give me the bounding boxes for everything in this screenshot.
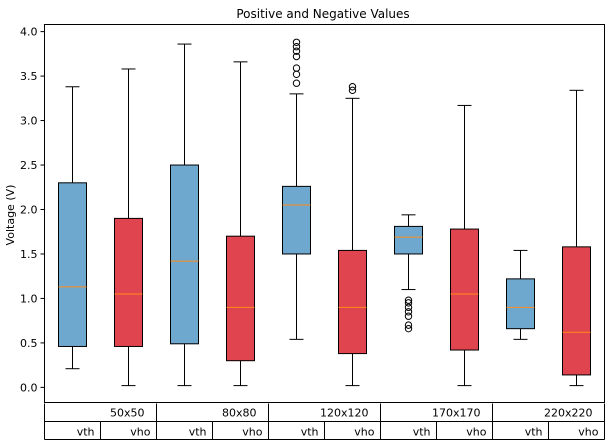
y-tick-label: 4.0 [20, 26, 38, 39]
subgroup-label: vho [578, 426, 598, 439]
box-120x120-vho [338, 83, 367, 387]
box-body [170, 164, 199, 345]
box-body [506, 278, 535, 330]
boxes-layer [58, 38, 591, 387]
box-50x50-vho [114, 68, 143, 387]
box-120x120-vth [282, 38, 311, 340]
outlier-point [292, 47, 301, 55]
group-label: 80x80 [222, 407, 257, 420]
outlier-point [404, 324, 413, 333]
outlier-point [348, 83, 357, 91]
outlier-point [292, 43, 301, 51]
subgroup-label: vth [525, 426, 543, 439]
subgroup-label: vho [242, 426, 262, 439]
outlier-point [404, 321, 413, 329]
group-label: 50x50 [110, 407, 145, 420]
box-body [58, 182, 87, 347]
subgroup-label: vth [413, 426, 431, 439]
outlier-point [292, 64, 301, 72]
y-tick-label: 3.5 [20, 70, 38, 83]
y-axis-label: Voltage (V) [4, 185, 17, 246]
y-tick-label: 3.0 [20, 115, 38, 128]
outlier-point [348, 86, 357, 95]
outlier-point [404, 303, 413, 312]
subgroup-label: vth [301, 426, 319, 439]
chart-title: Positive and Negative Values [236, 7, 409, 21]
group-label: 170x170 [432, 407, 481, 420]
box-80x80-vho [226, 61, 255, 387]
box-170x170-vth [394, 214, 423, 333]
outlier-point [292, 79, 301, 87]
box-body [394, 225, 423, 255]
subgroup-label: vth [77, 426, 95, 439]
box-body [282, 185, 311, 255]
group-label: 120x120 [320, 407, 369, 420]
outlier-point [292, 38, 301, 46]
plot-frame [44, 24, 605, 403]
box-80x80-vth [170, 43, 199, 387]
box-body [338, 249, 367, 355]
y-tick-label: 1.5 [20, 248, 38, 261]
box-body [114, 217, 143, 347]
box-220x220-vth [506, 249, 535, 340]
box-body [562, 246, 591, 376]
y-tick-label: 2.5 [20, 159, 38, 172]
box-body [450, 228, 479, 351]
box-170x170-vho [450, 104, 479, 387]
subgroup-label: vth [189, 426, 207, 439]
outlier-point [292, 52, 301, 61]
y-tick-label: 0.5 [20, 337, 38, 350]
subgroup-label: vho [466, 426, 486, 439]
y-axis: 0.0 0.5 1.0 1.5 2.0 2.5 3.0 3.5 4.0 [20, 26, 45, 394]
y-tick-label: 2.0 [20, 203, 38, 216]
box-body [226, 235, 255, 362]
subgroup-label: vho [354, 426, 374, 439]
outlier-point [404, 308, 413, 316]
outlier-point [404, 299, 413, 307]
outlier-point [404, 296, 413, 304]
outlier-point [404, 312, 413, 320]
subgroup-label: vho [130, 426, 150, 439]
y-tick-label: 0.0 [20, 381, 38, 394]
box-220x220-vho [562, 89, 591, 387]
group-label: 220x220 [544, 407, 593, 420]
box-50x50-vth [58, 86, 87, 370]
y-tick-label: 1.0 [20, 292, 38, 305]
